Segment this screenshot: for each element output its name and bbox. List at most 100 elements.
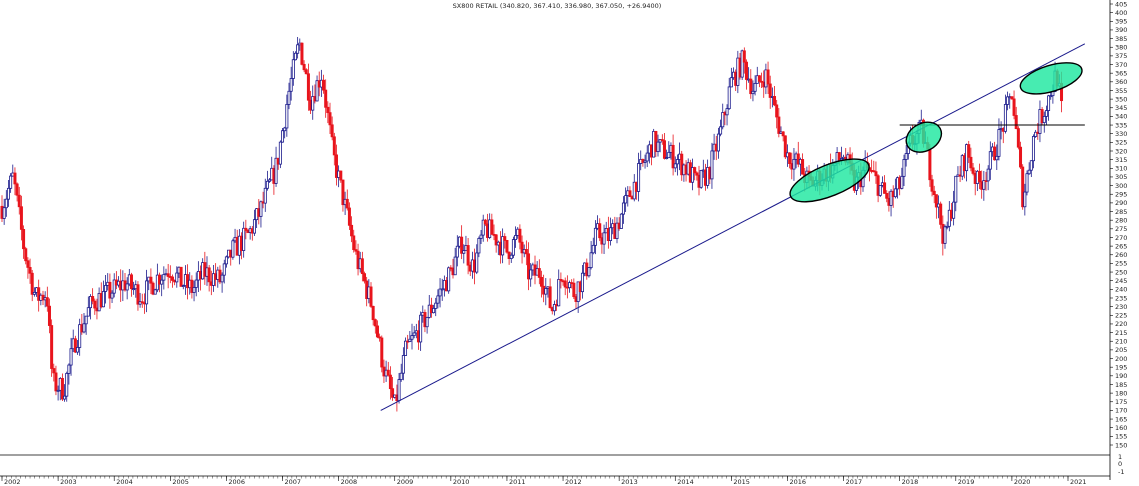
- candle-up: [462, 250, 466, 254]
- candle-up: [274, 157, 278, 184]
- y-tick-label: 295: [1115, 191, 1127, 199]
- candle-down: [360, 258, 364, 275]
- candle-up: [727, 86, 731, 110]
- x-tick-label: 2004: [116, 478, 133, 486]
- y-tick-label: 380: [1115, 44, 1127, 52]
- y-tick-label: 300: [1115, 182, 1127, 190]
- candle-up: [954, 175, 958, 203]
- candle-down: [671, 144, 675, 169]
- candle-up: [699, 169, 703, 188]
- candle-down: [928, 148, 932, 181]
- candle-down: [37, 287, 41, 301]
- lower-panel-label: -1: [1118, 468, 1124, 476]
- candle-up: [283, 127, 287, 132]
- candle-down: [304, 69, 308, 75]
- candle-up: [84, 315, 88, 325]
- x-tick-label: 2014: [677, 478, 694, 486]
- candle-up: [2, 207, 6, 219]
- y-tick-label: 270: [1115, 234, 1127, 242]
- candle-up: [673, 163, 677, 169]
- candle-down: [693, 167, 697, 174]
- candle-down: [598, 223, 602, 239]
- y-tick-label: 210: [1115, 338, 1127, 346]
- candle-up: [1031, 136, 1035, 162]
- candle-down: [140, 301, 144, 304]
- y-tick-label: 230: [1115, 303, 1127, 311]
- candle-down: [662, 140, 666, 159]
- y-tick-label: 155: [1115, 433, 1127, 441]
- candle-up: [1044, 110, 1048, 117]
- candle-up: [268, 179, 272, 182]
- candle-up: [1003, 104, 1007, 132]
- y-tick-label: 200: [1115, 355, 1127, 363]
- candle-down: [339, 170, 343, 181]
- x-tick-label: 2018: [902, 478, 919, 486]
- candle-up: [263, 187, 267, 204]
- candle-up: [419, 314, 423, 343]
- candle-down: [930, 179, 934, 192]
- y-tick-label: 215: [1115, 329, 1127, 337]
- candle-up: [889, 190, 893, 206]
- candle-down: [660, 139, 664, 142]
- candle-down: [322, 79, 326, 91]
- candle-up: [997, 129, 1001, 157]
- candle-up: [691, 167, 695, 183]
- candle-up: [656, 141, 660, 152]
- candle-up: [509, 254, 513, 259]
- candle-down: [45, 297, 49, 307]
- x-tick-label: 2003: [60, 478, 77, 486]
- x-tick-label: 2015: [733, 478, 750, 486]
- y-tick-label: 320: [1115, 147, 1127, 155]
- candle-down: [328, 112, 332, 126]
- candle-up: [82, 323, 86, 333]
- candle-down: [136, 284, 140, 305]
- candle-down: [22, 229, 26, 250]
- candle-up: [315, 80, 319, 102]
- candle-up: [552, 304, 556, 312]
- x-tick-label: 2016: [789, 478, 806, 486]
- candle-up: [1042, 115, 1046, 124]
- candle-up: [621, 202, 625, 215]
- candle-up: [222, 263, 226, 276]
- y-tick-label: 360: [1115, 78, 1127, 86]
- candle-down: [483, 219, 487, 225]
- candle-down: [978, 170, 982, 183]
- candle-up: [995, 155, 999, 161]
- candle-up: [455, 245, 459, 258]
- y-tick-label: 205: [1115, 346, 1127, 354]
- candle-down: [559, 278, 563, 282]
- candle-down: [548, 286, 552, 308]
- candle-down: [773, 96, 777, 106]
- candle-up: [278, 141, 282, 165]
- x-tick-label: 2007: [285, 478, 302, 486]
- candle-up: [432, 308, 436, 314]
- candle-down: [572, 282, 576, 298]
- y-tick-label: 225: [1115, 312, 1127, 320]
- candle-up: [1027, 169, 1031, 175]
- candle-down: [1016, 128, 1020, 148]
- candle-down: [680, 153, 684, 176]
- candle-up: [609, 227, 613, 241]
- y-tick-label: 365: [1115, 69, 1127, 77]
- candle-up: [1025, 173, 1029, 193]
- candle-down: [460, 236, 464, 254]
- candle-up: [725, 108, 729, 116]
- candle-down: [330, 124, 334, 138]
- y-tick-label: 385: [1115, 35, 1127, 43]
- x-tick-label: 2021: [1070, 478, 1087, 486]
- highlight-ellipses-layer: [789, 62, 1083, 203]
- y-tick-label: 150: [1115, 441, 1127, 449]
- candle-down: [971, 167, 975, 174]
- y-tick-label: 335: [1115, 121, 1127, 129]
- candle-down: [628, 190, 632, 198]
- x-tick-label: 2020: [1014, 478, 1031, 486]
- candle-up: [589, 252, 593, 268]
- candle-up: [425, 316, 429, 328]
- candle-down: [334, 154, 338, 178]
- x-tick-label: 2012: [565, 478, 582, 486]
- candle-down: [207, 267, 211, 283]
- candle-down: [326, 106, 330, 114]
- candle-down: [354, 249, 358, 252]
